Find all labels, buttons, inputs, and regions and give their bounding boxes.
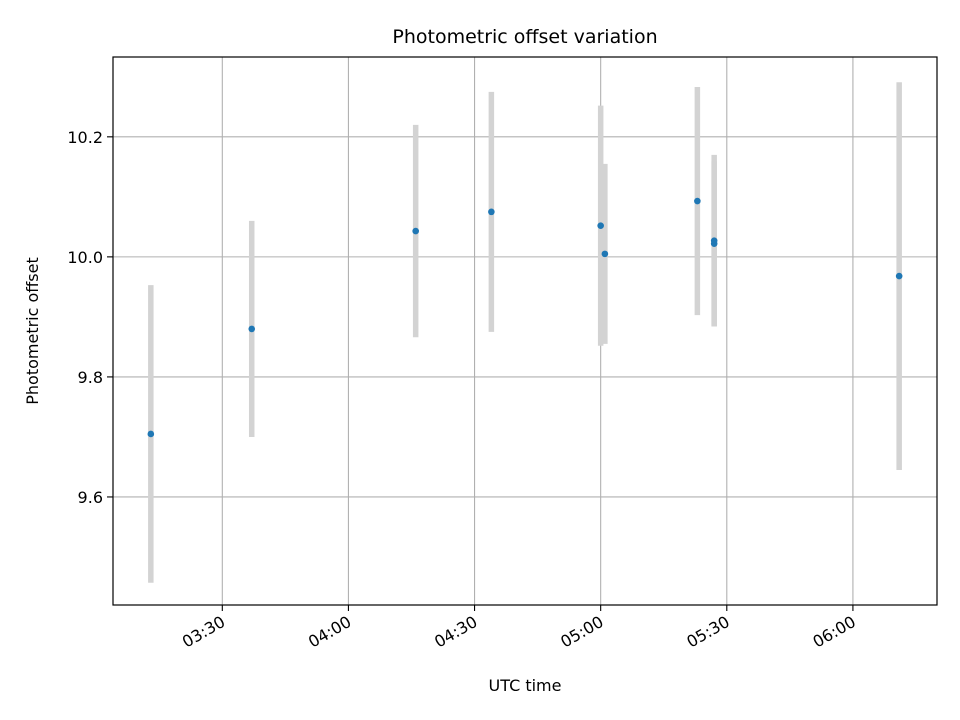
x-axis-ticks: 03:30 04:00 04:30 05:00 05:30 06:00 [179,605,859,652]
error-bars [148,82,902,583]
x-tick-label: 05:30 [683,612,732,652]
data-point [248,325,256,333]
data-point [147,430,155,438]
data-point [412,227,419,235]
data-point [710,237,718,244]
data-point [597,222,604,229]
data-point [694,197,701,205]
plot-frame [112,56,938,606]
y-axis-label: Photometric offset [23,257,42,405]
data-point [601,250,609,258]
y-tick-label: 9.8 [78,368,103,387]
x-tick-label: 05:00 [557,612,606,652]
y-tick-label: 10.2 [67,128,103,147]
y-tick-label: 9.6 [78,488,103,507]
data-point [488,208,495,216]
x-tick-label: 06:00 [809,612,858,652]
x-axis-label: UTC time [489,676,562,695]
x-tick-label: 04:00 [305,612,354,652]
data-points [147,197,903,438]
y-tick-label: 10.0 [67,248,103,267]
y-axis-ticks: 9.6 9.8 10.0 10.2 [67,128,113,507]
x-tick-label: 03:30 [179,612,228,652]
grid [113,57,937,605]
chart-title: Photometric offset variation [392,26,657,48]
data-point [895,272,903,280]
x-tick-label: 04:30 [431,612,480,652]
